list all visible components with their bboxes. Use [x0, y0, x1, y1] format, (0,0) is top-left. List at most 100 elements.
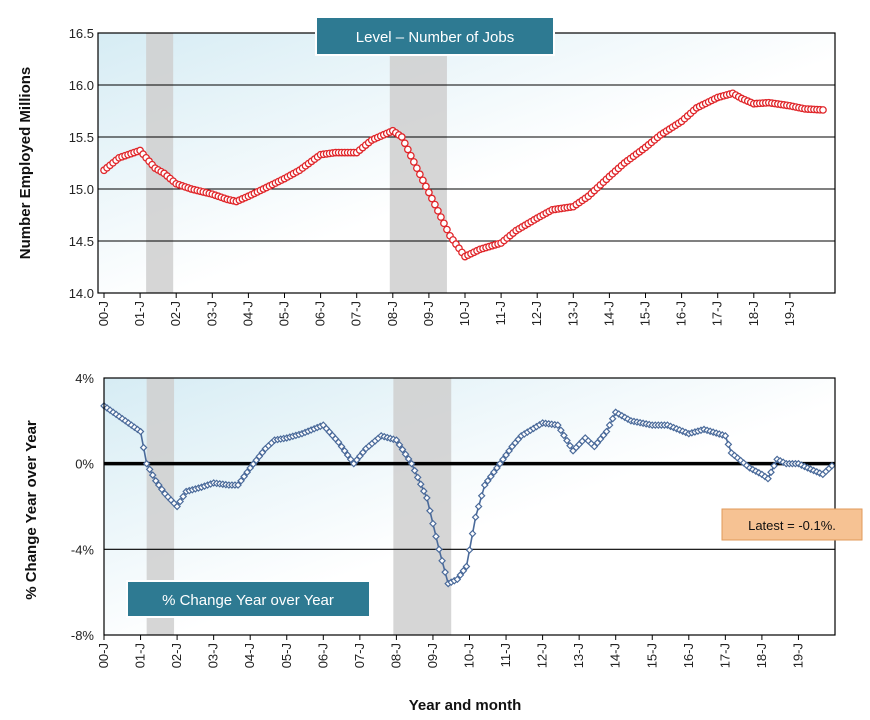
data-point [142, 459, 151, 468]
x-tick-label: 08-J [388, 643, 403, 668]
data-point [490, 468, 498, 477]
data-point [441, 568, 449, 577]
y-tick-label: 15.5 [69, 130, 94, 145]
x-tick-label: 14-J [608, 643, 623, 668]
data-point [398, 445, 407, 454]
data-point [724, 440, 733, 449]
x-tick-label: 17-J [710, 301, 725, 326]
data-point [340, 446, 349, 455]
y-tick-label: 15.0 [69, 182, 94, 197]
x-tick-label: 13-J [571, 643, 586, 668]
data-point [406, 151, 415, 160]
recession-shading [389, 33, 447, 293]
x-tick-label: 07-J [352, 643, 367, 668]
x-tick-label: 17-J [717, 643, 732, 668]
x-tick-label: 03-J [204, 301, 219, 326]
y-axis-title: % Change Year over Year [23, 420, 40, 600]
y-tick-label: 4% [75, 371, 94, 386]
data-point [419, 487, 428, 495]
y-tick-label: 0% [75, 457, 94, 472]
data-point [474, 502, 483, 511]
data-point [496, 459, 504, 468]
x-tick-label: 11-J [493, 301, 508, 325]
data-point [767, 468, 775, 477]
chart-title: % Change Year over Year [162, 592, 334, 609]
data-point [471, 513, 480, 522]
data-point [493, 464, 501, 472]
data-point [477, 491, 486, 500]
chart-title-box: Level – Number of Jobs [315, 16, 555, 56]
data-point [403, 145, 412, 154]
x-tick-label: 05-J [277, 301, 292, 326]
data-point [828, 461, 836, 470]
data-point [173, 502, 181, 511]
x-tick-label: 00-J [96, 643, 111, 668]
data-point [456, 571, 465, 579]
data-point [566, 441, 574, 450]
data-point [483, 476, 492, 485]
data-point [425, 188, 433, 197]
x-tick-label: 16-J [681, 643, 696, 668]
x-tick-label: 05-J [279, 643, 294, 668]
data-point [721, 431, 730, 440]
data-point [468, 529, 477, 538]
data-point [563, 436, 571, 445]
data-point [440, 219, 448, 228]
x-tick-label: 08-J [385, 301, 400, 326]
data-point [423, 494, 431, 502]
data-point [154, 481, 163, 489]
data-point [608, 414, 617, 423]
data-point [258, 448, 267, 457]
data-point [426, 506, 434, 515]
data-point [437, 213, 445, 221]
data-point [246, 464, 255, 472]
data-point [429, 519, 437, 528]
data-point [151, 476, 160, 485]
data-point [337, 442, 346, 451]
data-point [419, 176, 427, 185]
x-tick-label: 13-J [565, 301, 580, 326]
y-tick-label: 16.0 [69, 78, 94, 93]
data-point [148, 471, 157, 479]
y-tick-label: -4% [71, 542, 95, 557]
x-tick-label: 19-J [790, 643, 805, 668]
data-point [179, 492, 188, 501]
data-point [431, 200, 439, 209]
data-point [422, 182, 430, 191]
data-point [770, 461, 778, 470]
y-tick-label: -8% [71, 628, 95, 643]
data-point [505, 446, 513, 455]
latest-annotation: Latest = -0.1%. [721, 508, 863, 541]
data-point [480, 481, 489, 489]
x-tick-label: 10-J [462, 643, 477, 668]
data-point [605, 421, 614, 429]
x-tick-label: 19-J [782, 301, 797, 326]
data-point [432, 532, 440, 541]
data-point [428, 194, 436, 203]
data-point [395, 440, 404, 449]
data-point [764, 474, 772, 483]
plot-background [98, 33, 835, 293]
y-tick-label: 14.5 [69, 234, 94, 249]
data-point [401, 450, 410, 459]
data-point [434, 206, 442, 215]
data-point [139, 443, 148, 452]
data-point [416, 170, 424, 179]
x-tick-label: 18-J [754, 643, 769, 668]
data-point [234, 481, 242, 489]
x-tick-label: 15-J [638, 301, 653, 326]
data-point [397, 133, 406, 141]
change-chart-panel: -8% -4% 0% 4% 00-J 01-J 02-J 03-J 04-J 05-J 06-J 0… [23, 371, 863, 714]
data-point [413, 164, 421, 173]
data-point [145, 465, 154, 474]
data-point [465, 546, 474, 554]
x-tick-label: 10-J [457, 301, 472, 326]
chart-title-box: % Change Year over Year [126, 580, 371, 618]
data-point [553, 421, 562, 429]
data-point [416, 480, 425, 489]
data-point [334, 438, 343, 447]
x-tick-label: 07-J [349, 301, 364, 326]
data-point [453, 575, 462, 584]
x-tick-label: 03-J [206, 643, 221, 668]
